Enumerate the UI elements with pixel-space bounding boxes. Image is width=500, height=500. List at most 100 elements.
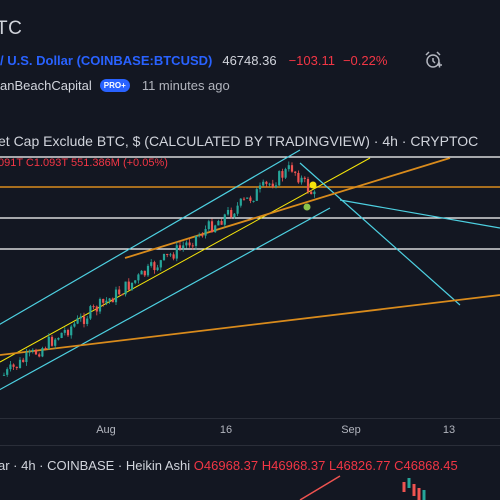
candle-body xyxy=(210,221,214,233)
trend-line xyxy=(124,157,451,259)
candle-body xyxy=(223,214,226,225)
candle-body xyxy=(255,189,258,201)
candle-body xyxy=(25,352,28,363)
lower-chart[interactable] xyxy=(0,472,500,500)
idea-title: TC xyxy=(0,18,23,39)
candle-body xyxy=(153,262,156,271)
candle-body xyxy=(130,282,134,290)
candle-body xyxy=(114,289,118,303)
candle-body xyxy=(18,359,22,368)
lower-symbol: ar · 4h · COINBASE · Heikin Ashi xyxy=(0,458,191,473)
candle-body xyxy=(191,245,194,247)
candle-body xyxy=(156,267,159,271)
candle-body xyxy=(102,298,105,303)
pane-separator[interactable] xyxy=(0,445,500,446)
candle-body xyxy=(121,294,124,296)
published-time: 11 minutes ago xyxy=(141,77,230,93)
candle-body xyxy=(60,332,63,338)
symbol-link[interactable]: / U.S. Dollar (COINBASE:BTCUSD) xyxy=(0,52,213,68)
author-name[interactable]: anBeachCapital xyxy=(0,77,92,93)
candle-body xyxy=(127,281,130,290)
candle-body xyxy=(162,253,166,261)
lower-candle xyxy=(422,490,426,500)
marker-green xyxy=(303,203,311,211)
candle-body xyxy=(230,209,233,218)
candle-body xyxy=(246,197,249,199)
candle-body xyxy=(98,298,102,312)
candle-body xyxy=(159,260,162,268)
candle-body xyxy=(108,298,111,301)
candle-body xyxy=(271,183,274,187)
candle-body xyxy=(175,245,178,259)
alarm-clock-icon[interactable] xyxy=(422,49,444,71)
candle-body xyxy=(204,229,207,236)
last-price: 46748.36 xyxy=(222,52,277,68)
time-axis: Aug 16 Sep 13 xyxy=(0,418,500,439)
candle-body xyxy=(303,177,306,179)
chart-ohlc: 091T C1.093T 551.386M (+0.05%) xyxy=(0,157,168,169)
candle-body xyxy=(22,359,25,363)
candle-body xyxy=(143,270,146,276)
lower-low: L46826.77 xyxy=(329,458,391,473)
candle-body xyxy=(207,221,210,230)
candle-body xyxy=(217,221,220,226)
lower-candle xyxy=(417,488,421,500)
candle-body xyxy=(258,185,262,190)
candle-body xyxy=(124,281,127,295)
candle-body xyxy=(169,254,172,256)
candle-body xyxy=(214,225,217,233)
candle-body xyxy=(249,197,252,201)
candle-body xyxy=(198,235,201,237)
symbol-header: TC / U.S. Dollar (COINBASE:BTCUSD) 46748… xyxy=(0,0,500,100)
candle-body xyxy=(118,289,121,295)
candle-body xyxy=(172,254,175,259)
price-change-percent: −0.22% xyxy=(342,52,388,68)
candle-body xyxy=(239,198,242,206)
author-row: anBeachCapital PRO+ 11 minutes ago xyxy=(0,76,230,94)
candle-body xyxy=(233,213,236,218)
channel-ext xyxy=(299,162,461,306)
candle-body xyxy=(166,253,169,255)
lower-candle xyxy=(412,484,416,496)
candle-body xyxy=(262,181,265,186)
candle-body xyxy=(287,165,290,170)
candle-body xyxy=(15,366,18,368)
candle-body xyxy=(150,262,153,266)
candle-body xyxy=(178,245,182,249)
candle-body xyxy=(57,337,60,340)
candle-body xyxy=(79,316,82,319)
candle-body xyxy=(105,300,108,303)
candle-body xyxy=(290,165,294,172)
candle-body xyxy=(265,181,268,184)
candle-body xyxy=(201,235,204,237)
candle-body xyxy=(111,298,114,303)
candle-body xyxy=(92,306,95,308)
candle-body xyxy=(146,265,150,276)
candle-body xyxy=(242,198,246,200)
channel-mid xyxy=(0,157,371,363)
lower-candle xyxy=(402,482,406,492)
candle-body xyxy=(2,374,6,376)
candle-body xyxy=(34,349,38,355)
candle-body xyxy=(28,351,31,353)
candle-body xyxy=(38,354,41,357)
candle-body xyxy=(63,329,66,333)
price-chart[interactable] xyxy=(0,126,500,436)
price-change: −103.11 xyxy=(288,52,335,68)
candle-body xyxy=(268,183,271,185)
candle-body xyxy=(73,323,76,327)
candle-body xyxy=(137,274,140,281)
candle-body xyxy=(134,280,137,283)
candle-body xyxy=(86,318,89,324)
x-label: 13 xyxy=(442,424,456,436)
candle-body xyxy=(313,191,316,195)
channel-upper xyxy=(0,149,301,325)
candle-body xyxy=(297,172,300,183)
lower-trend-line xyxy=(299,475,341,500)
candle-body xyxy=(284,169,287,178)
x-label: Aug xyxy=(96,424,116,436)
candle-body xyxy=(47,336,50,349)
candle-body xyxy=(252,200,255,202)
candle-body xyxy=(306,178,310,192)
candle-body xyxy=(236,205,239,214)
